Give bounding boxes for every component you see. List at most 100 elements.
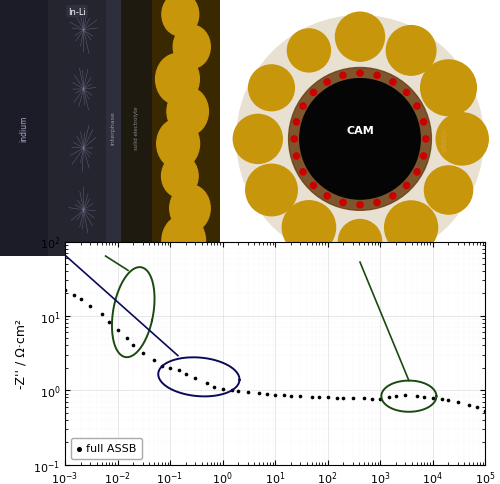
Point — [70, 292, 78, 300]
Text: CAM: CAM — [346, 126, 374, 136]
Point — [340, 394, 347, 402]
Circle shape — [294, 153, 300, 160]
Point — [428, 394, 436, 402]
Point — [316, 393, 324, 401]
Circle shape — [414, 104, 420, 110]
Legend: full ASSB: full ASSB — [70, 438, 142, 459]
Point — [401, 392, 409, 399]
Circle shape — [436, 114, 488, 166]
Circle shape — [374, 73, 380, 79]
FancyBboxPatch shape — [0, 0, 220, 257]
Point — [218, 385, 226, 393]
Circle shape — [420, 61, 476, 117]
Point — [392, 393, 400, 400]
Point — [255, 390, 263, 397]
Point — [376, 395, 384, 403]
Point — [138, 349, 146, 357]
Point — [98, 311, 106, 318]
Point — [210, 383, 218, 391]
Circle shape — [357, 202, 363, 208]
Point — [191, 375, 199, 382]
Circle shape — [282, 201, 336, 255]
Point — [130, 342, 138, 349]
Point — [228, 387, 235, 394]
Point — [166, 364, 174, 372]
Circle shape — [424, 166, 472, 214]
Circle shape — [386, 27, 436, 76]
Point — [106, 319, 114, 327]
Point — [332, 394, 340, 402]
Point — [114, 326, 122, 334]
Circle shape — [156, 120, 200, 169]
Circle shape — [338, 220, 382, 263]
Circle shape — [162, 155, 198, 198]
Circle shape — [422, 136, 429, 143]
Point — [296, 393, 304, 400]
Circle shape — [340, 73, 346, 79]
Circle shape — [156, 54, 200, 106]
Point — [420, 393, 428, 401]
Circle shape — [170, 185, 210, 232]
Circle shape — [384, 201, 438, 254]
Circle shape — [294, 120, 300, 126]
Point — [122, 334, 130, 342]
Circle shape — [310, 183, 316, 189]
Text: In-Li: In-Li — [68, 8, 86, 16]
Point — [61, 287, 69, 295]
Point — [77, 295, 85, 303]
Point — [438, 395, 446, 403]
Circle shape — [288, 68, 432, 211]
Point — [368, 395, 376, 403]
Point — [280, 392, 288, 399]
Point — [175, 367, 183, 375]
Circle shape — [300, 104, 306, 110]
Circle shape — [336, 13, 384, 62]
FancyBboxPatch shape — [121, 0, 152, 257]
Point — [202, 379, 210, 387]
Circle shape — [404, 90, 409, 96]
Point — [86, 302, 94, 310]
Circle shape — [340, 200, 346, 206]
Circle shape — [288, 30, 331, 73]
Circle shape — [310, 90, 316, 96]
Point — [454, 398, 462, 406]
Point — [244, 389, 252, 396]
FancyBboxPatch shape — [106, 0, 121, 257]
Circle shape — [374, 200, 380, 206]
Circle shape — [420, 153, 426, 160]
FancyBboxPatch shape — [48, 0, 106, 257]
Y-axis label: -Z'' / Ω·cm²: -Z'' / Ω·cm² — [14, 318, 28, 388]
Point — [287, 392, 295, 400]
Point — [444, 397, 452, 405]
Circle shape — [234, 115, 282, 164]
Circle shape — [300, 79, 420, 200]
Point — [465, 401, 473, 408]
Point — [182, 370, 190, 378]
Circle shape — [162, 0, 198, 37]
Text: LiNbO₃: LiNbO₃ — [441, 128, 447, 151]
Point — [473, 404, 481, 411]
Circle shape — [167, 88, 208, 136]
Point — [308, 393, 316, 401]
FancyBboxPatch shape — [152, 0, 220, 257]
Circle shape — [390, 194, 396, 199]
Circle shape — [404, 183, 409, 189]
Circle shape — [237, 16, 483, 262]
Text: solid electrolyte: solid electrolyte — [134, 106, 139, 150]
Circle shape — [390, 80, 396, 86]
Point — [271, 391, 279, 399]
Point — [324, 394, 332, 402]
FancyBboxPatch shape — [0, 0, 48, 257]
Point — [263, 390, 271, 398]
Point — [150, 356, 158, 364]
Point — [385, 394, 393, 402]
Point — [234, 388, 242, 395]
Circle shape — [173, 26, 210, 69]
Circle shape — [414, 169, 420, 176]
Circle shape — [324, 194, 330, 199]
Circle shape — [357, 71, 363, 77]
Circle shape — [248, 66, 294, 111]
Circle shape — [246, 165, 297, 216]
Point — [481, 407, 489, 415]
Point — [412, 392, 420, 400]
